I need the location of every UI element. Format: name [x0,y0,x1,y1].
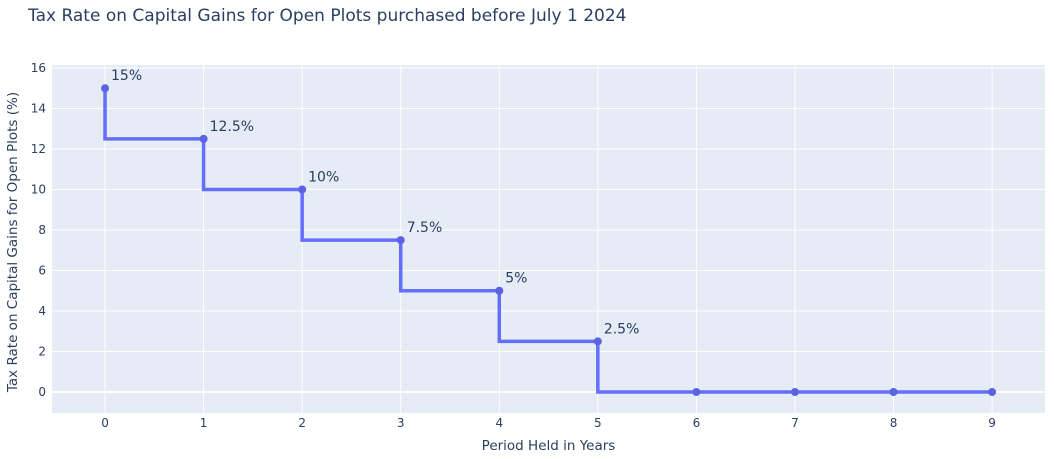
data-point-label: 5% [505,271,527,287]
x-tick-label: 4 [495,416,503,430]
data-point-marker [889,388,898,397]
y-axis-title-text: Tax Rate on Capital Gains for Open Plots… [5,91,21,393]
data-point-marker [298,185,307,194]
data-point-label: 2.5% [604,321,640,337]
y-tick-label: 0 [38,385,46,399]
x-tick-label: 0 [101,416,109,430]
x-tick-label: 7 [791,416,799,430]
x-tick-label: 8 [890,416,898,430]
data-point-marker [396,236,405,245]
y-tick-label: 12 [31,142,46,156]
data-point-marker [988,388,997,397]
data-point-label: 12.5% [210,119,254,135]
y-tick-label: 8 [38,223,46,237]
data-point-label: 7.5% [407,220,443,236]
x-tick-label: 5 [594,416,602,430]
y-tick-label: 10 [31,182,46,196]
y-tick-label: 6 [38,263,46,277]
data-point-label: 10% [308,169,339,185]
x-tick-label: 6 [693,416,701,430]
data-point-label: 15% [111,68,142,84]
x-axis-title: Period Held in Years [481,438,616,454]
x-tick-label: 1 [200,416,208,430]
data-point-marker [101,84,110,93]
x-tick-label: 9 [988,416,996,430]
data-point-marker [593,337,602,346]
x-tick-label: 3 [397,416,405,430]
chart-title: Tax Rate on Capital Gains for Open Plots… [28,6,627,26]
data-point-marker [692,388,701,397]
data-point-marker [199,134,208,143]
y-tick-label: 4 [38,304,46,318]
y-tick-label: 16 [31,61,46,75]
y-tick-label: 2 [38,345,46,359]
x-tick-label: 2 [298,416,306,430]
step-line-series [103,88,993,394]
plot-background [52,65,1045,413]
data-point-marker [790,388,799,397]
y-tick-label: 14 [31,101,46,115]
data-point-marker [495,286,504,295]
